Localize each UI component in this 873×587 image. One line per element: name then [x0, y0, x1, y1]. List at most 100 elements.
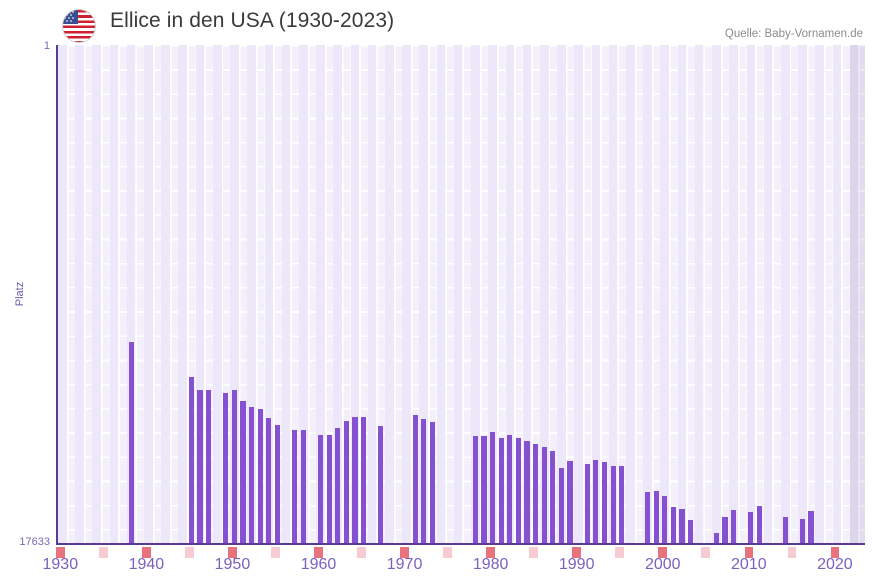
bar-1967[interactable] — [378, 426, 384, 543]
bar-1982[interactable] — [507, 435, 513, 543]
bar-1993[interactable] — [601, 462, 608, 543]
year-column-band — [195, 45, 205, 543]
x-tick-marker-1970 — [400, 547, 409, 558]
x-tick-marker-2000 — [658, 547, 668, 558]
year-column-band — [350, 45, 360, 543]
year-column-band — [298, 45, 308, 543]
year-column-band — [780, 45, 790, 543]
bar-1994[interactable] — [610, 466, 616, 543]
bar-1949[interactable] — [223, 393, 229, 543]
bar-1989[interactable] — [567, 461, 573, 543]
year-column-band — [161, 45, 170, 543]
x-tick-label-2010: 2010 — [731, 556, 767, 573]
bar-1983[interactable] — [515, 438, 522, 543]
bar-1954[interactable] — [266, 418, 272, 543]
bar-1952[interactable] — [249, 407, 255, 543]
bar-1979[interactable] — [481, 436, 487, 543]
flag-canton — [63, 10, 78, 24]
x-tick-marker-2020 — [830, 547, 840, 558]
bar-1986[interactable] — [541, 447, 547, 543]
year-column-band — [126, 45, 136, 543]
x-tick-label-1940: 1940 — [128, 556, 165, 573]
bar-1980[interactable] — [490, 432, 496, 543]
bar-1962[interactable] — [335, 428, 341, 543]
bar-2008[interactable] — [731, 510, 737, 543]
x-tick-marker-1940 — [142, 547, 151, 558]
bar-2001[interactable] — [670, 507, 676, 543]
year-column-band — [471, 45, 480, 543]
bar-1958[interactable] — [300, 430, 306, 543]
source-attribution: Quelle: Baby-Vornamen.de — [724, 28, 863, 40]
year-column-band — [643, 45, 652, 543]
bar-1938[interactable] — [128, 342, 134, 543]
x-tick-marker-1965 — [357, 547, 366, 558]
bar-1995[interactable] — [619, 466, 625, 543]
year-column-band — [505, 45, 515, 543]
bar-1991[interactable] — [584, 464, 590, 543]
bar-1987[interactable] — [550, 451, 556, 543]
bar-1961[interactable] — [326, 435, 332, 543]
bar-2003[interactable] — [687, 520, 694, 543]
bar-2002[interactable] — [679, 509, 685, 543]
year-column-band — [574, 45, 583, 543]
year-column-band — [144, 45, 153, 543]
x-tick-marker-1935 — [99, 547, 108, 558]
year-column-band — [763, 45, 773, 543]
year-column-band — [316, 45, 325, 543]
bar-2016[interactable] — [799, 519, 806, 543]
bar-1960[interactable] — [317, 435, 324, 543]
year-column-band — [539, 45, 549, 543]
year-column-band — [178, 45, 188, 543]
bar-1998[interactable] — [644, 492, 651, 543]
bar-1999[interactable] — [653, 491, 659, 543]
bar-1963[interactable] — [343, 421, 349, 543]
bar-1973[interactable] — [429, 422, 435, 543]
bar-2017[interactable] — [808, 511, 814, 543]
year-column-band — [832, 45, 842, 543]
year-column-band — [522, 45, 532, 543]
bar-1945[interactable] — [188, 377, 194, 543]
bar-1950[interactable] — [231, 390, 238, 543]
bar-2011[interactable] — [756, 506, 762, 543]
year-column-band — [436, 45, 446, 543]
bar-2000[interactable] — [662, 496, 668, 543]
bar-1971[interactable] — [412, 415, 418, 543]
bar-1953[interactable] — [257, 409, 263, 543]
y-axis-bottom-tick: 17633 — [19, 536, 50, 548]
x-tick-marker-1975 — [443, 547, 452, 558]
bar-1988[interactable] — [558, 468, 565, 543]
x-tick-marker-1950 — [228, 547, 237, 558]
page-title: Ellice in den USA (1930-2023) — [110, 9, 395, 32]
bar-1972[interactable] — [421, 419, 427, 543]
x-tick-marker-1990 — [572, 547, 581, 558]
year-column-band — [677, 45, 687, 543]
year-column-band — [385, 45, 394, 543]
x-tick-label-2020: 2020 — [817, 556, 853, 573]
bar-1947[interactable] — [206, 390, 212, 543]
bar-1985[interactable] — [533, 444, 539, 543]
bar-2006[interactable] — [713, 533, 719, 543]
bar-2007[interactable] — [722, 517, 728, 543]
bar-1946[interactable] — [197, 390, 203, 543]
bar-1992[interactable] — [593, 460, 599, 543]
year-column-band — [608, 45, 618, 543]
year-column-band — [58, 45, 67, 543]
bar-1964[interactable] — [352, 417, 358, 543]
bar-1965[interactable] — [360, 417, 367, 543]
x-tick-marker-1945 — [185, 547, 194, 558]
bar-1981[interactable] — [498, 438, 504, 543]
x-tick-label-1930: 1930 — [42, 556, 79, 573]
bar-2010[interactable] — [748, 512, 754, 543]
bar-2014[interactable] — [782, 517, 788, 543]
x-tick-label-2000: 2000 — [644, 556, 681, 573]
bar-1978[interactable] — [472, 436, 478, 543]
x-tick-marker-1980 — [486, 547, 495, 558]
bar-1984[interactable] — [524, 441, 530, 543]
bar-1957[interactable] — [292, 430, 298, 543]
bar-1955[interactable] — [274, 425, 281, 543]
x-tick-label-1990: 1990 — [558, 556, 595, 573]
year-column-band — [402, 45, 411, 543]
bar-1951[interactable] — [240, 401, 246, 543]
year-column-band — [109, 45, 119, 543]
